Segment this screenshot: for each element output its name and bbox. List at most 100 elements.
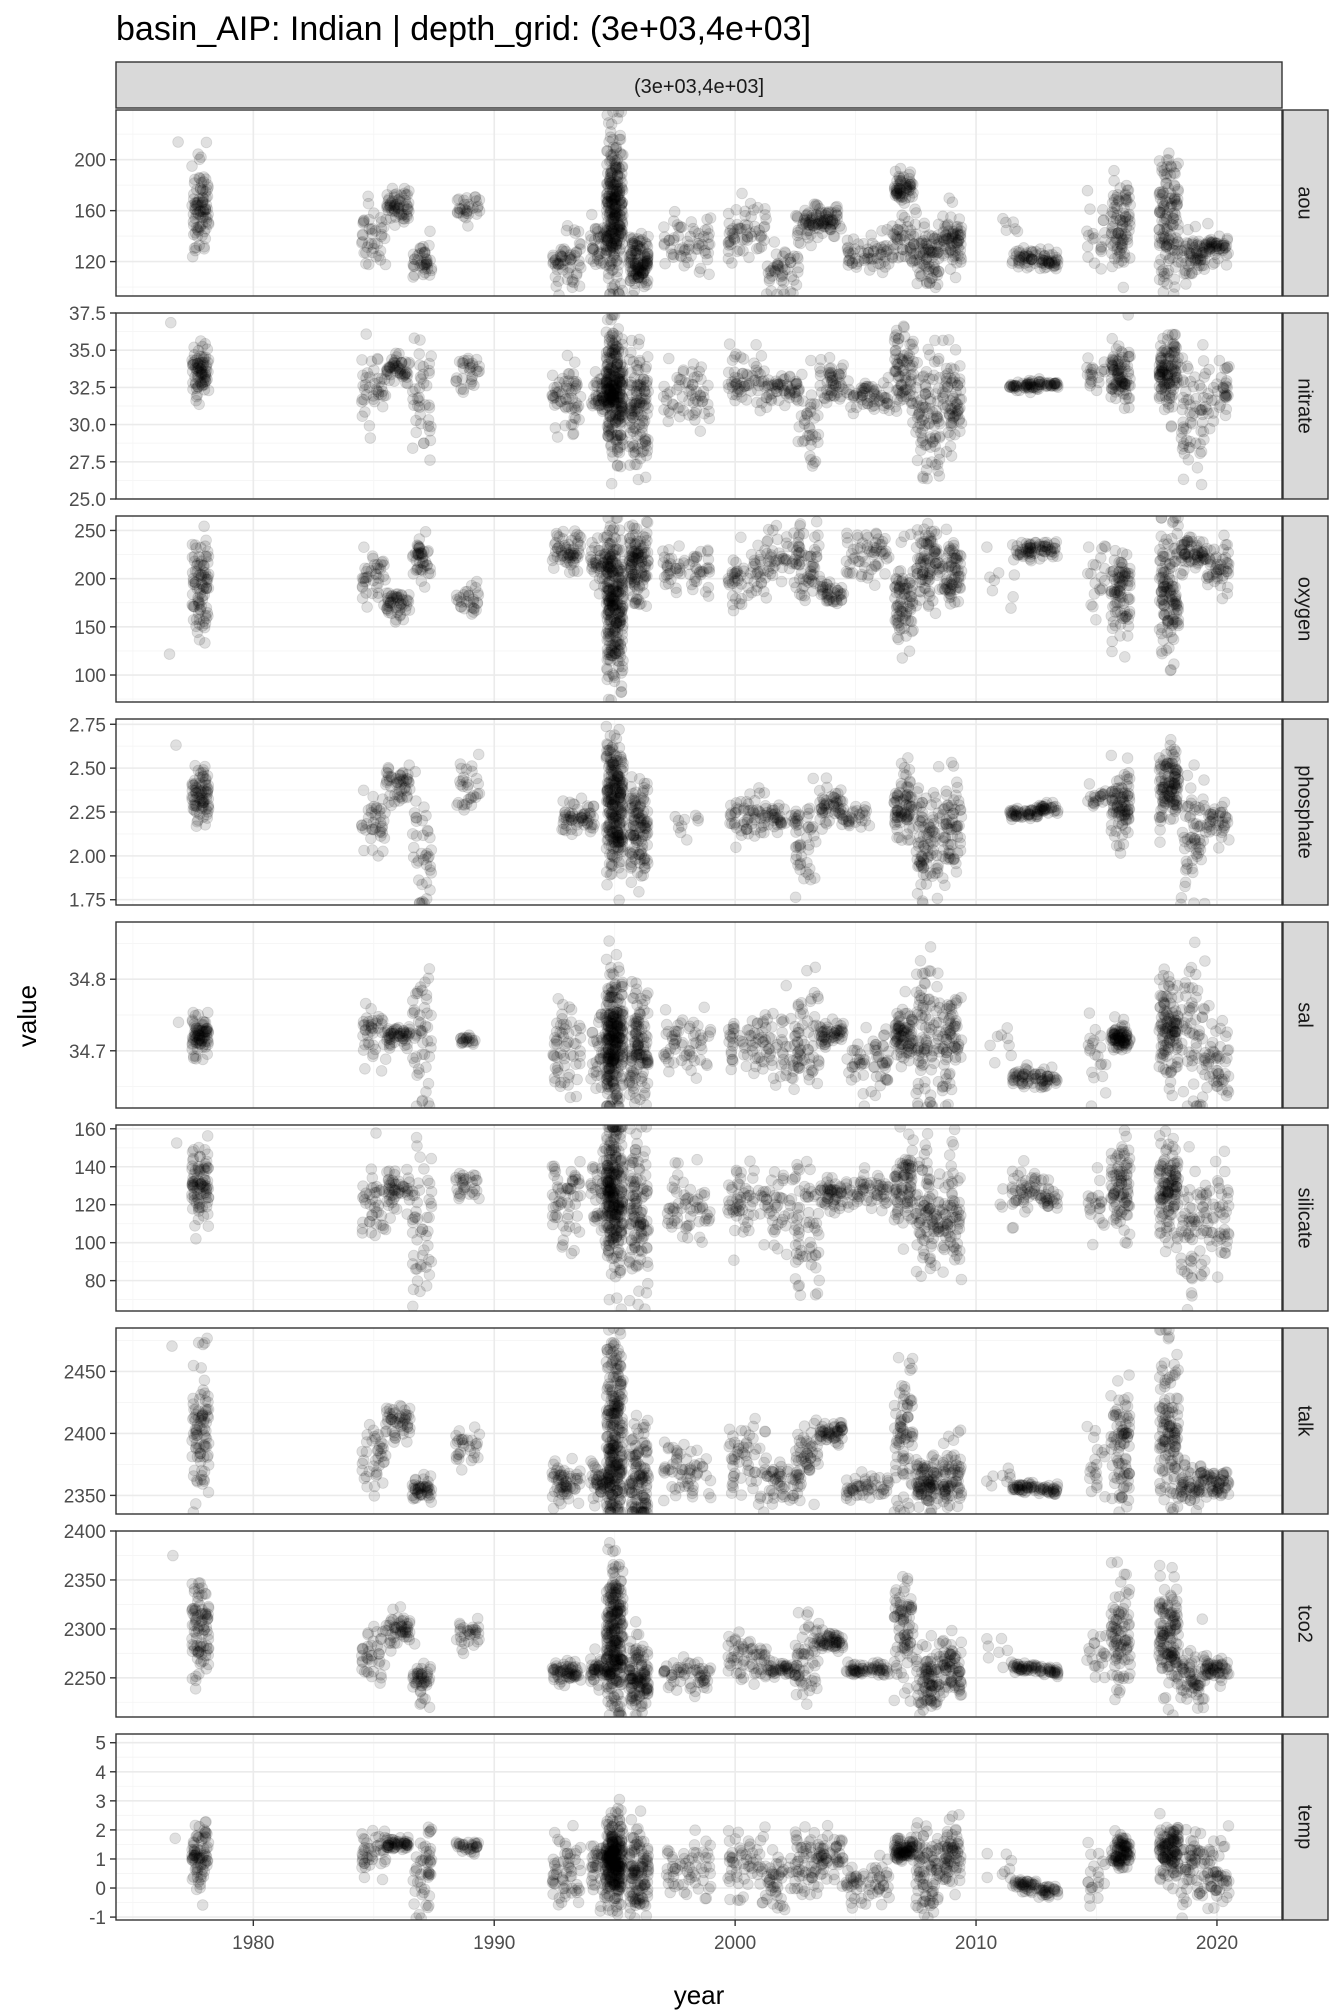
data-point [199,637,211,649]
data-point [932,236,945,248]
data-point [194,210,207,223]
data-point [390,188,403,200]
data-point [568,224,581,236]
data-point [914,444,927,456]
data-point [608,248,621,260]
data-point [771,259,783,272]
data-point [1082,251,1094,263]
data-point [704,212,717,224]
data-point [195,151,207,164]
data-point [607,241,619,253]
data-point [611,170,624,182]
data-point [842,254,855,267]
data-point [745,210,757,223]
data-point [761,260,774,273]
data-point [551,257,564,270]
data-point [932,415,945,428]
data-point [560,224,573,237]
data-point [601,145,614,157]
data-point [397,208,410,221]
data-point [1193,379,1206,392]
data-point [201,184,214,196]
data-point [1195,445,1208,458]
data-point [392,206,404,218]
data-point [632,270,645,283]
data-point [899,177,912,190]
data-point [951,220,964,233]
data-point [1018,257,1031,269]
data-point [424,454,436,466]
data-point [948,240,960,252]
data-point [407,271,419,283]
data-point [831,204,844,217]
data-point [772,257,784,270]
data-point [753,224,765,237]
data-point [594,231,607,243]
data-point [1158,267,1171,280]
data-point [550,280,562,293]
data-point [820,213,833,226]
data-point [932,240,945,253]
data-point [574,243,586,255]
data-point [939,584,951,596]
data-point [613,133,626,146]
data-point [593,248,605,261]
data-point [890,184,903,197]
data-point [791,266,804,278]
data-point [800,217,812,230]
data-point [623,532,636,545]
data-point [189,173,201,186]
data-point [928,232,940,245]
data-point [1177,473,1190,486]
data-point [931,269,944,281]
data-point [554,395,567,408]
data-point [628,284,641,296]
data-point [601,196,613,208]
data-point [610,183,623,195]
data-point [613,185,626,198]
data-point [898,234,911,247]
data-point [386,205,398,217]
data-point [356,228,369,241]
data-point [564,254,577,266]
data-point [457,386,470,399]
data-point [1216,239,1228,252]
data-point [1181,360,1193,373]
data-point [401,594,414,606]
data-point [751,201,764,214]
data-point [601,244,614,257]
data-point [640,516,653,528]
data-point [917,472,929,485]
data-point [904,252,917,265]
data-point [702,238,715,251]
data-point [944,440,957,453]
data-point [952,242,964,254]
data-point [952,576,965,589]
data-point [401,203,413,215]
data-point [637,267,650,279]
data-point [600,224,613,237]
data-point [603,175,616,188]
data-point [601,145,613,157]
data-point [626,239,639,252]
data-point [561,220,574,232]
data-point [611,176,624,188]
data-point [805,239,817,252]
data-point [923,246,936,259]
data-point [192,221,205,234]
data-point [615,110,627,118]
data-point [939,220,951,233]
data-point [684,230,697,243]
data-point [629,268,642,281]
data-point [905,177,918,190]
data-point [1191,461,1204,474]
data-point [793,420,805,433]
data-point [638,280,650,293]
data-point [735,222,747,235]
data-point [894,564,907,577]
data-point [917,243,930,255]
data-point [842,241,854,254]
data-point [893,182,906,195]
data-point [781,263,794,276]
data-point [462,208,475,220]
